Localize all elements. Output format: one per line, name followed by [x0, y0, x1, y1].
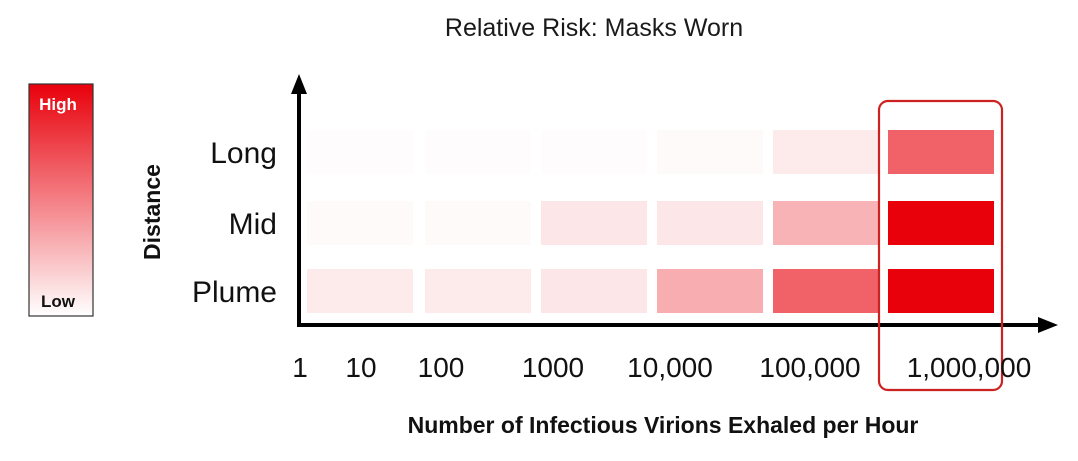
heatmap-cell-long-5 [773, 130, 879, 174]
color-legend: High Low [28, 83, 94, 317]
heatmap-cell-long-6 [888, 130, 994, 174]
heatmap-cell-plume-5 [773, 269, 879, 313]
heatmap-cell-plume-6 [888, 269, 994, 313]
row-label-plume: Plume [192, 276, 277, 309]
x-tick-labels: 1 10 100 1000 10,000 100,000 1,000,000 [292, 352, 1031, 383]
x-tick-label: 10,000 [627, 352, 713, 383]
heatmap-cell-mid-6 [888, 201, 994, 245]
row-label-long: Long [210, 137, 277, 170]
chart-title: Relative Risk: Masks Worn [445, 14, 743, 42]
highlight-box [877, 99, 1004, 392]
heatmap-cell-plume-3 [541, 269, 647, 313]
heatmap-cell-plume-4 [657, 269, 763, 313]
axes [291, 74, 1058, 333]
heatmap-cell-long-4 [657, 130, 763, 174]
row-labels: Long Mid Plume [192, 137, 277, 309]
heatmap-cell-mid-5 [773, 201, 879, 245]
heatmap-cell-long-3 [541, 130, 647, 174]
heatmap-cell-mid-1 [307, 201, 413, 245]
heatmap-cell-mid-2 [425, 201, 531, 245]
x-tick-label: 1 [292, 352, 308, 383]
x-axis-arrow [1038, 317, 1058, 333]
y-axis-label: Distance [139, 164, 165, 260]
x-tick-label: 100,000 [759, 352, 860, 383]
legend-gradient-bar [28, 83, 94, 317]
x-tick-label: 100 [418, 352, 465, 383]
heatmap-cell-mid-4 [657, 201, 763, 245]
heatmap-cell-plume-1 [307, 269, 413, 313]
legend-low-label: Low [41, 292, 76, 311]
x-axis-label: Number of Infectious Virions Exhaled per… [408, 412, 919, 438]
x-tick-label: 1000 [522, 352, 584, 383]
y-axis-arrow [291, 74, 307, 94]
heatmap-cell-long-1 [307, 130, 413, 174]
x-tick-label: 10 [345, 352, 376, 383]
heatmap-cell-plume-2 [425, 269, 531, 313]
row-label-mid: Mid [229, 208, 277, 241]
x-tick-label: 1,000,000 [907, 352, 1032, 383]
heatmap-cells [307, 130, 994, 313]
legend-high-label: High [39, 95, 77, 114]
heatmap-cell-long-2 [425, 130, 531, 174]
heatmap-cell-mid-3 [541, 201, 647, 245]
